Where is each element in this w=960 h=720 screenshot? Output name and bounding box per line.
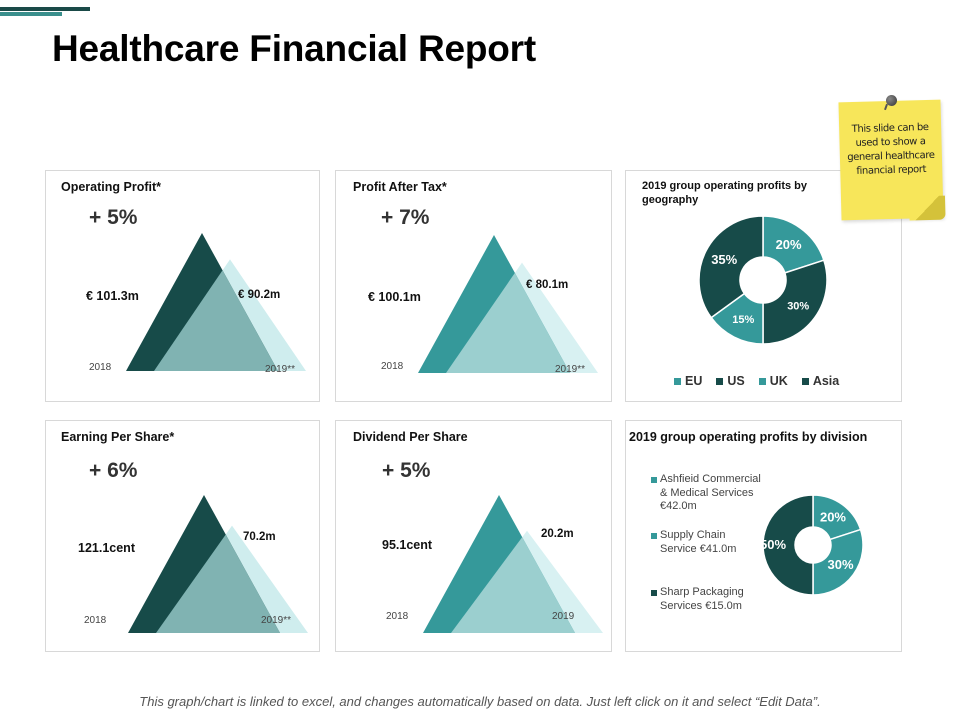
- triangle-overlap: [446, 272, 570, 373]
- accent-bar-light: [0, 12, 62, 16]
- year-label-2019: 2019**: [261, 615, 292, 626]
- value-label-2018: 95.1cent: [382, 538, 433, 552]
- donut-label: 50%: [762, 537, 786, 552]
- profit-after-tax-panel[interactable]: Profit After Tax* + 7% € 100.1m € 80.1m …: [335, 170, 612, 402]
- year-label-2019: 2019**: [265, 364, 296, 375]
- year-label-2018: 2018: [84, 615, 107, 626]
- value-label-2019: € 80.1m: [526, 279, 569, 291]
- value-label-2018: € 101.3m: [86, 289, 139, 303]
- legend-item-asia[interactable]: Asia: [801, 374, 840, 388]
- legend-label: Ashfieid Commercial & Medical Services €…: [660, 473, 761, 512]
- legend-item-us[interactable]: US: [716, 374, 745, 388]
- division-panel[interactable]: 2019 group operating profits by division…: [625, 420, 902, 652]
- donut-label: 20%: [776, 237, 802, 252]
- value-label-2019: € 90.2m: [238, 289, 281, 301]
- donut-slice-eu: [762, 215, 825, 274]
- legend-item-sharp-packaging[interactable]: Sharp Packaging Services €15.0m: [651, 586, 761, 613]
- triangle-chart: [418, 235, 598, 373]
- donut-label: 35%: [711, 252, 737, 267]
- legend-swatch: [801, 377, 809, 385]
- legend-label: Sharp Packaging Services €15.0m: [660, 586, 744, 612]
- pushpin-icon: [886, 95, 897, 106]
- year-label-2019: 2019**: [555, 364, 586, 375]
- panel-title: Earning Per Share*: [61, 430, 175, 444]
- legend-swatch: [716, 377, 724, 385]
- dividend-per-share-panel[interactable]: Dividend Per Share + 5% 95.1cent 20.2m 2…: [335, 420, 612, 652]
- legend: EU US UK Asia: [674, 374, 839, 388]
- donut-label: 20%: [820, 509, 846, 524]
- footer-note: This graph/chart is linked to excel, and…: [139, 694, 821, 709]
- donut-label: 30%: [827, 557, 853, 572]
- value-label-2019: 70.2m: [243, 531, 276, 543]
- legend-label: Asia: [812, 374, 840, 388]
- panel-title: Operating Profit*: [61, 180, 162, 194]
- triangle-chart: [128, 495, 308, 633]
- triangle-chart: [423, 495, 603, 633]
- accent-bar-dark: [0, 7, 90, 11]
- page-curl: [908, 195, 946, 221]
- change-label: + 5%: [89, 206, 138, 229]
- panel-title: 2019 group operating profits by geograph…: [642, 180, 808, 206]
- legend-item-eu[interactable]: EU: [674, 374, 702, 388]
- year-label-2018: 2018: [386, 611, 409, 622]
- legend-swatch: [674, 377, 681, 385]
- legend-swatch: [758, 377, 766, 385]
- triangle-overlap: [154, 270, 278, 371]
- donut-slice-asia: [698, 215, 764, 319]
- legend-label: US: [727, 374, 745, 388]
- page-title: Healthcare Financial Report: [52, 28, 536, 69]
- year-label-2018: 2018: [89, 362, 112, 373]
- change-label: + 7%: [381, 206, 430, 229]
- sticky-note-text: This slide can be used to show a general…: [847, 122, 935, 177]
- legend-label: EU: [685, 374, 703, 388]
- panel-title: Profit After Tax*: [353, 180, 447, 194]
- donut-slice-supply: [812, 528, 864, 596]
- legend-item-uk[interactable]: UK: [758, 374, 788, 388]
- earning-per-share-panel[interactable]: Earning Per Share* + 6% 121.1cent 70.2m …: [45, 420, 320, 652]
- donut-label: 30%: [787, 301, 809, 313]
- operating-profit-panel[interactable]: Operating Profit* + 5% € 101.3m € 90.2m …: [45, 170, 320, 402]
- donut-slice-us: [762, 259, 828, 345]
- donut-chart: 20% 30% 15% 35%: [698, 215, 828, 345]
- change-label: + 6%: [89, 459, 138, 482]
- legend-label: UK: [769, 374, 788, 388]
- donut-label: 15%: [732, 314, 754, 326]
- value-label-2019: 20.2m: [541, 528, 574, 540]
- sticky-note: This slide can be used to show a general…: [838, 99, 946, 221]
- panel-title: Dividend Per Share: [353, 430, 468, 444]
- change-label: + 5%: [382, 459, 431, 482]
- triangle-overlap: [156, 534, 280, 633]
- triangle-overlap: [451, 537, 575, 633]
- donut-chart: 20% 30% 50%: [762, 494, 864, 596]
- value-label-2018: € 100.1m: [368, 290, 421, 304]
- triangle-chart: [126, 233, 306, 371]
- legend-swatch: [651, 477, 657, 483]
- year-label-2018: 2018: [381, 361, 404, 372]
- panel-title: 2019 group operating profits by division: [629, 430, 868, 444]
- geography-panel[interactable]: 2019 group operating profits by geograph…: [625, 170, 902, 402]
- donut-slice-sharp: [762, 494, 814, 596]
- legend-label: Supply Chain Service €41.0m: [660, 529, 737, 555]
- legend-swatch: [651, 533, 657, 539]
- value-label-2018: 121.1cent: [78, 541, 135, 555]
- legend-swatch: [651, 590, 657, 596]
- legend-item-ashfield[interactable]: Ashfieid Commercial & Medical Services €…: [651, 473, 761, 514]
- legend-item-supply-chain[interactable]: Supply Chain Service €41.0m: [651, 529, 761, 556]
- year-label-2019: 2019: [552, 611, 575, 622]
